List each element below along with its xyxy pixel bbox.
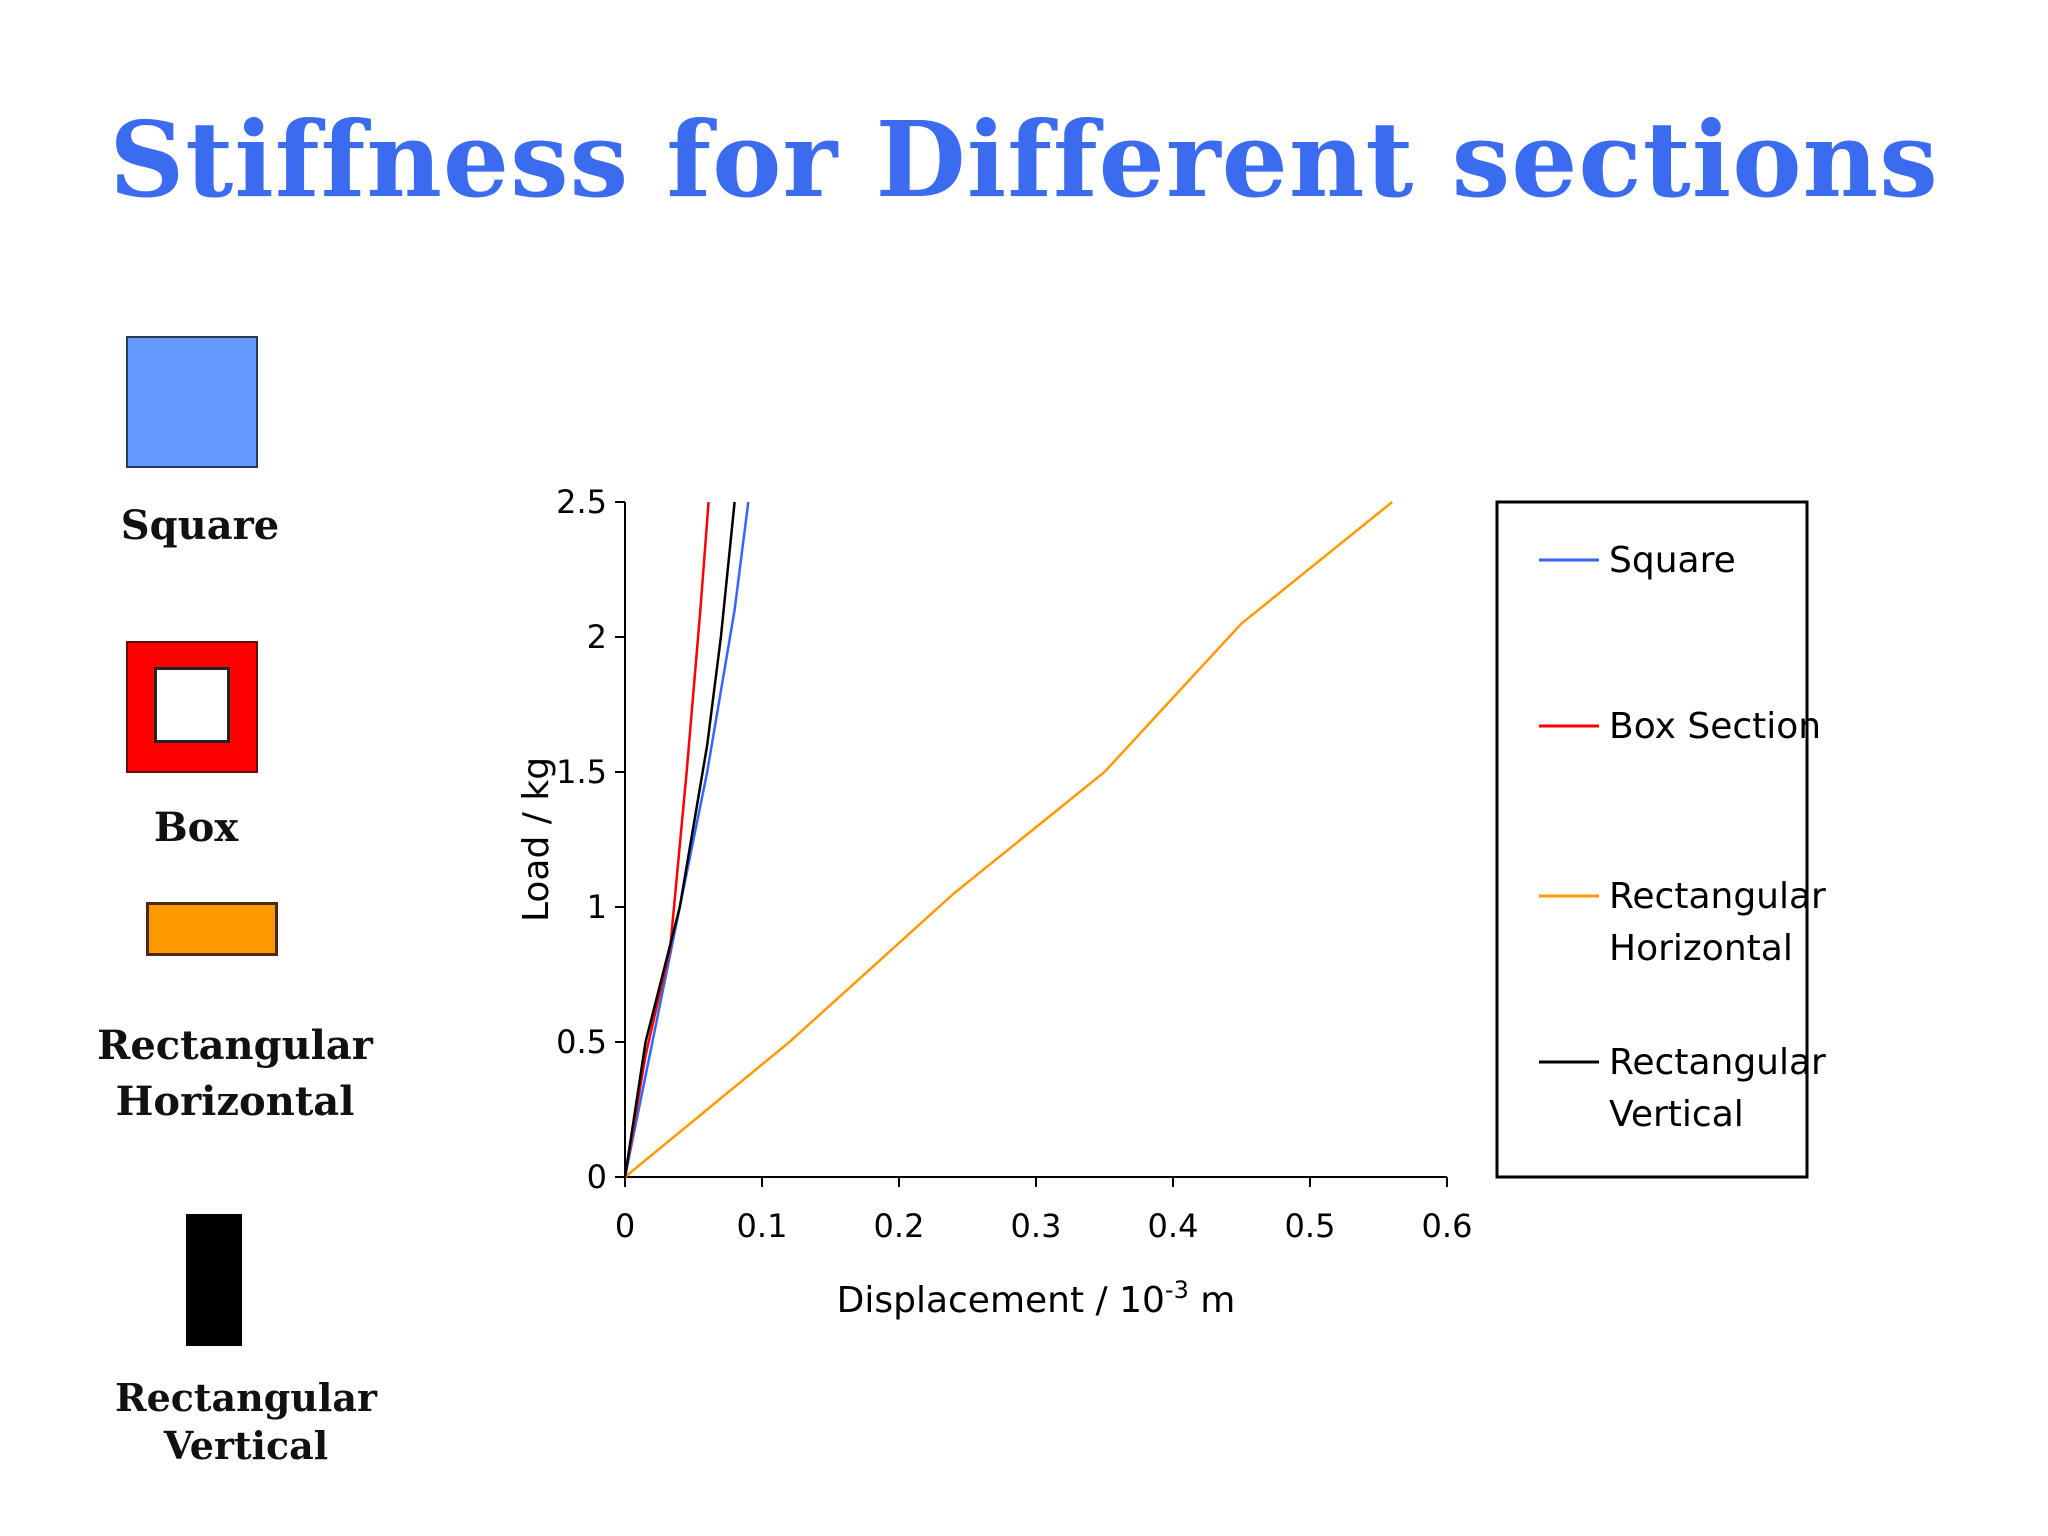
series-line-3 <box>624 501 1393 1178</box>
legend-frame <box>1495 500 1809 1179</box>
box-section-shape <box>126 641 258 773</box>
y-tick-label: 1.5 <box>556 753 607 791</box>
rect-vertical-label: Rectangular Vertical <box>115 1375 377 1468</box>
slide-title: Stiffness for Different sections <box>109 98 1939 221</box>
box-section-hollow <box>154 667 230 743</box>
series-line-1 <box>623 501 750 1178</box>
x-axis-label-exponent: -3 <box>1165 1276 1189 1304</box>
y-tick-label: 1 <box>587 888 607 926</box>
plot-area: 0 0.1 0.2 0.3 0.4 0.5 0.6 0 0.5 1 1.5 2 2.5 Displacem… <box>516 483 1472 1321</box>
x-tick-label: 0.4 <box>1148 1207 1199 1245</box>
legend-entry-text: Square <box>1609 540 1736 581</box>
legend-entry-1: Square <box>1609 540 1736 581</box>
x-tick-label: 0.3 <box>1011 1207 1062 1245</box>
series-line-4 <box>623 501 736 1178</box>
legend-entry-2: Box Section <box>1609 706 1821 747</box>
rect-vertical-shape <box>186 1214 242 1346</box>
legend-entry-4: Rectangular Vertical <box>1609 1042 1826 1135</box>
legend-entry-text: Box Section <box>1609 706 1821 747</box>
rect-horizontal-label: Rectangular Horizontal <box>97 1022 373 1125</box>
square-section-label: Square <box>120 502 280 549</box>
x-tick-label: 0.1 <box>737 1207 788 1245</box>
legend-entry-text: Horizontal <box>1609 928 1793 969</box>
x-tick-label: 0.5 <box>1285 1207 1336 1245</box>
x-axis-label-unit: m <box>1189 1280 1236 1321</box>
legend-entry-text: Vertical <box>1609 1094 1744 1135</box>
square-section-shape <box>126 336 258 468</box>
y-tick-label: 0 <box>587 1158 607 1196</box>
x-tick-label: 0.6 <box>1422 1207 1473 1245</box>
legend-entry-text: Rectangular <box>1609 1042 1826 1083</box>
legend-entry-text: Rectangular <box>1609 876 1826 917</box>
legend-entry-3: Rectangular Horizontal <box>1609 876 1826 969</box>
y-tick-label: 2 <box>587 618 607 656</box>
y-tick-label: 2.5 <box>556 483 607 521</box>
box-section-label: Box <box>153 804 239 851</box>
rect-horizontal-shape <box>146 902 278 956</box>
x-tick-label: 0 <box>615 1207 635 1245</box>
y-tick-label: 0.5 <box>556 1023 607 1061</box>
y-axis-label: Load / kg <box>516 757 557 922</box>
series-line-2 <box>623 501 710 1178</box>
x-axis-label: Displacement / 10-3 m <box>837 1276 1236 1321</box>
x-tick-label: 0.2 <box>874 1207 925 1245</box>
